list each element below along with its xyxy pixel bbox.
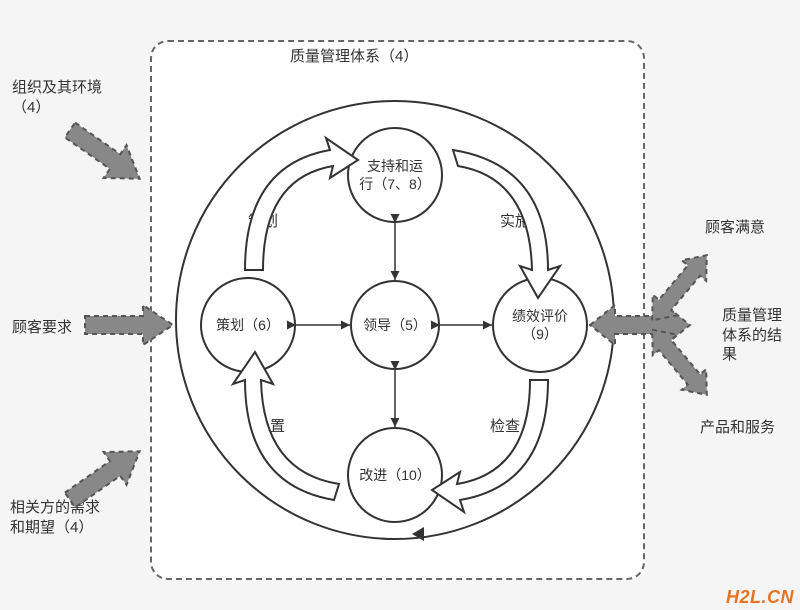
qms-box-title: 质量管理体系（4） (290, 45, 418, 66)
node-planning: 策划（6） (200, 277, 296, 373)
node-leadership: 领导（5） (350, 280, 440, 370)
node-planning-label: 策划（6） (216, 316, 280, 334)
node-support-label: 支持和运 行（7、8） (359, 157, 431, 193)
qms-diagram: 质量管理体系（4） 领导（5） 支持和运 行（7、8） 策划（6） 绩效评价 （… (0, 0, 800, 610)
node-leadership-label: 领导（5） (363, 316, 427, 334)
ext-qms-result: 质量管理 体系的结 果 (722, 306, 782, 365)
node-performance: 绩效评价 （9） (492, 277, 588, 373)
pdca-plan-label: 策划 (248, 210, 278, 231)
watermark: H2L.CN (726, 587, 794, 608)
ext-customer-satisfaction: 顾客满意 (705, 218, 765, 238)
ext-customer-req: 顾客要求 (12, 318, 72, 338)
pdca-check-label: 检查 (490, 415, 520, 436)
ext-product-service: 产品和服务 (700, 418, 775, 438)
pdca-do-label: 实施 (500, 210, 530, 231)
ext-stakeholder-needs: 相关方的需求 和期望（4） (10, 498, 100, 537)
node-support-operation: 支持和运 行（7、8） (347, 127, 443, 223)
ext-org-env: 组织及其环境 （4） (12, 78, 102, 117)
node-performance-label: 绩效评价 （9） (512, 307, 568, 343)
node-improvement-label: 改进（10） (359, 466, 431, 484)
node-improvement: 改进（10） (347, 427, 443, 523)
pdca-act-label: 处置 (255, 415, 285, 436)
